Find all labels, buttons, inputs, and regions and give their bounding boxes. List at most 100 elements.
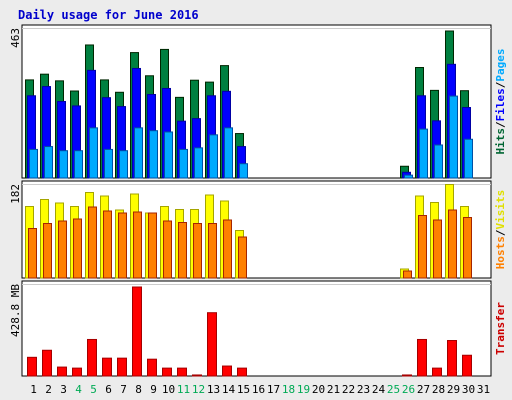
- side-label-pages: Pages: [494, 49, 507, 82]
- x-tick-label-day-31: 31: [477, 383, 490, 396]
- panel-hits-side-label: Hits/Files/Pages: [494, 49, 507, 155]
- x-tick-label-day-2: 2: [45, 383, 52, 396]
- x-tick-label-day-24: 24: [372, 383, 386, 396]
- x-tick-label-day-16: 16: [252, 383, 265, 396]
- bar-hits-pages-day-8: [134, 127, 143, 179]
- bar-hits-pages-day-29: [449, 95, 458, 179]
- x-tick-label-day-10: 10: [162, 383, 175, 396]
- bar-visits-hosts-day-5: [88, 206, 97, 279]
- bar-hits-pages-day-2: [44, 146, 53, 179]
- bar-transfer-transfer-day-9: [147, 358, 157, 377]
- x-tick-label-day-18: 18: [282, 383, 295, 396]
- bar-visits-hosts-day-26: [403, 270, 412, 279]
- bar-visits-hosts-day-11: [178, 222, 187, 279]
- x-tick-label-day-20: 20: [312, 383, 325, 396]
- x-tick-label-day-21: 21: [327, 383, 340, 396]
- x-tick-label-day-26: 26: [402, 383, 415, 396]
- side-label-separator: /: [494, 229, 507, 236]
- bar-transfer-transfer-day-6: [102, 357, 112, 377]
- side-label-visits: Visits: [494, 190, 507, 230]
- bar-visits-hosts-day-9: [148, 212, 157, 279]
- x-tick-label-day-29: 29: [447, 383, 460, 396]
- bar-transfer-transfer-day-1: [27, 356, 37, 377]
- x-tick-label-day-3: 3: [60, 383, 67, 396]
- bar-hits-pages-day-11: [179, 148, 188, 179]
- side-label-separator: /: [494, 81, 507, 88]
- side-label-files: Files: [494, 88, 507, 121]
- bar-visits-hosts-day-2: [43, 223, 52, 279]
- bar-transfer-transfer-day-4: [72, 367, 82, 377]
- bar-hits-pages-day-7: [119, 150, 128, 179]
- bar-visits-hosts-day-6: [103, 210, 112, 279]
- bar-transfer-transfer-day-15: [237, 367, 247, 377]
- x-tick-label-day-25: 25: [387, 383, 400, 396]
- x-tick-label-day-30: 30: [462, 383, 475, 396]
- bar-hits-pages-day-14: [224, 127, 233, 179]
- bar-transfer-transfer-day-8: [132, 286, 142, 377]
- bar-transfer-transfer-day-13: [207, 312, 217, 377]
- bar-hits-pages-day-28: [434, 144, 443, 179]
- x-tick-label-day-4: 4: [75, 383, 82, 396]
- bar-visits-hosts-day-28: [433, 219, 442, 279]
- bar-visits-hosts-day-15: [238, 236, 247, 279]
- bar-hits-pages-day-30: [464, 138, 473, 179]
- x-tick-label-day-12: 12: [192, 383, 205, 396]
- bar-hits-pages-day-3: [59, 150, 68, 179]
- panel-visits-max-label: 182: [9, 184, 22, 204]
- x-tick-label-day-27: 27: [417, 383, 430, 396]
- x-tick-label-day-7: 7: [120, 383, 127, 396]
- bar-transfer-transfer-day-27: [417, 338, 427, 377]
- bar-hits-pages-day-6: [104, 148, 113, 179]
- x-tick-label-day-1: 1: [30, 383, 37, 396]
- bar-transfer-transfer-day-10: [162, 367, 172, 377]
- panel-transfer-max-label: 428.8 MB: [9, 284, 22, 337]
- side-label-hits: Hits: [494, 128, 507, 155]
- bar-visits-hosts-day-8: [133, 211, 142, 279]
- bar-visits-hosts-day-29: [448, 209, 457, 279]
- bar-visits-hosts-day-3: [58, 220, 67, 279]
- side-label-transfer: Transfer: [494, 302, 507, 355]
- x-tick-label-day-23: 23: [357, 383, 370, 396]
- x-tick-label-day-17: 17: [267, 383, 280, 396]
- x-tick-label-day-5: 5: [90, 383, 97, 396]
- bar-hits-pages-day-9: [149, 130, 158, 179]
- bar-hits-pages-day-15: [239, 163, 248, 179]
- bar-hits-pages-day-27: [419, 128, 428, 179]
- x-tick-label-day-8: 8: [135, 383, 142, 396]
- bar-visits-hosts-day-4: [73, 218, 82, 279]
- bar-hits-pages-day-10: [164, 131, 173, 179]
- x-tick-label-day-15: 15: [237, 383, 250, 396]
- panel-hits-max-label: 463: [9, 28, 22, 48]
- bar-visits-hosts-day-1: [28, 228, 37, 279]
- bar-visits-hosts-day-13: [208, 223, 217, 279]
- chart-title: Daily usage for June 2016: [18, 8, 199, 22]
- x-tick-label-day-11: 11: [177, 383, 190, 396]
- bar-transfer-transfer-day-28: [432, 367, 442, 377]
- bar-transfer-transfer-day-5: [87, 338, 97, 377]
- panel-visits-side-label: Hosts/Visits: [494, 190, 507, 270]
- bar-hits-pages-day-4: [74, 150, 83, 179]
- bar-visits-hosts-day-7: [118, 212, 127, 279]
- bar-visits-hosts-day-12: [193, 223, 202, 279]
- bar-transfer-transfer-day-30: [462, 354, 472, 377]
- bar-transfer-transfer-day-29: [447, 340, 457, 377]
- bar-hits-pages-day-1: [29, 148, 38, 179]
- panel-transfer-frame: [21, 280, 492, 377]
- x-tick-label-day-22: 22: [342, 383, 355, 396]
- bar-hits-pages-day-12: [194, 147, 203, 179]
- x-tick-label-day-14: 14: [222, 383, 236, 396]
- x-tick-label-day-19: 19: [297, 383, 310, 396]
- bar-transfer-transfer-day-14: [222, 365, 232, 377]
- bar-hits-pages-day-26: [404, 174, 413, 179]
- panel-transfer-side-label: Transfer: [494, 302, 507, 355]
- bar-transfer-transfer-day-11: [177, 367, 187, 377]
- bar-visits-hosts-day-14: [223, 219, 232, 279]
- side-label-separator: /: [494, 121, 507, 128]
- bar-transfer-transfer-day-7: [117, 357, 127, 377]
- x-tick-label-day-13: 13: [207, 383, 220, 396]
- x-tick-label-day-28: 28: [432, 383, 445, 396]
- bar-visits-hosts-day-30: [463, 217, 472, 279]
- bar-hits-pages-day-13: [209, 134, 218, 179]
